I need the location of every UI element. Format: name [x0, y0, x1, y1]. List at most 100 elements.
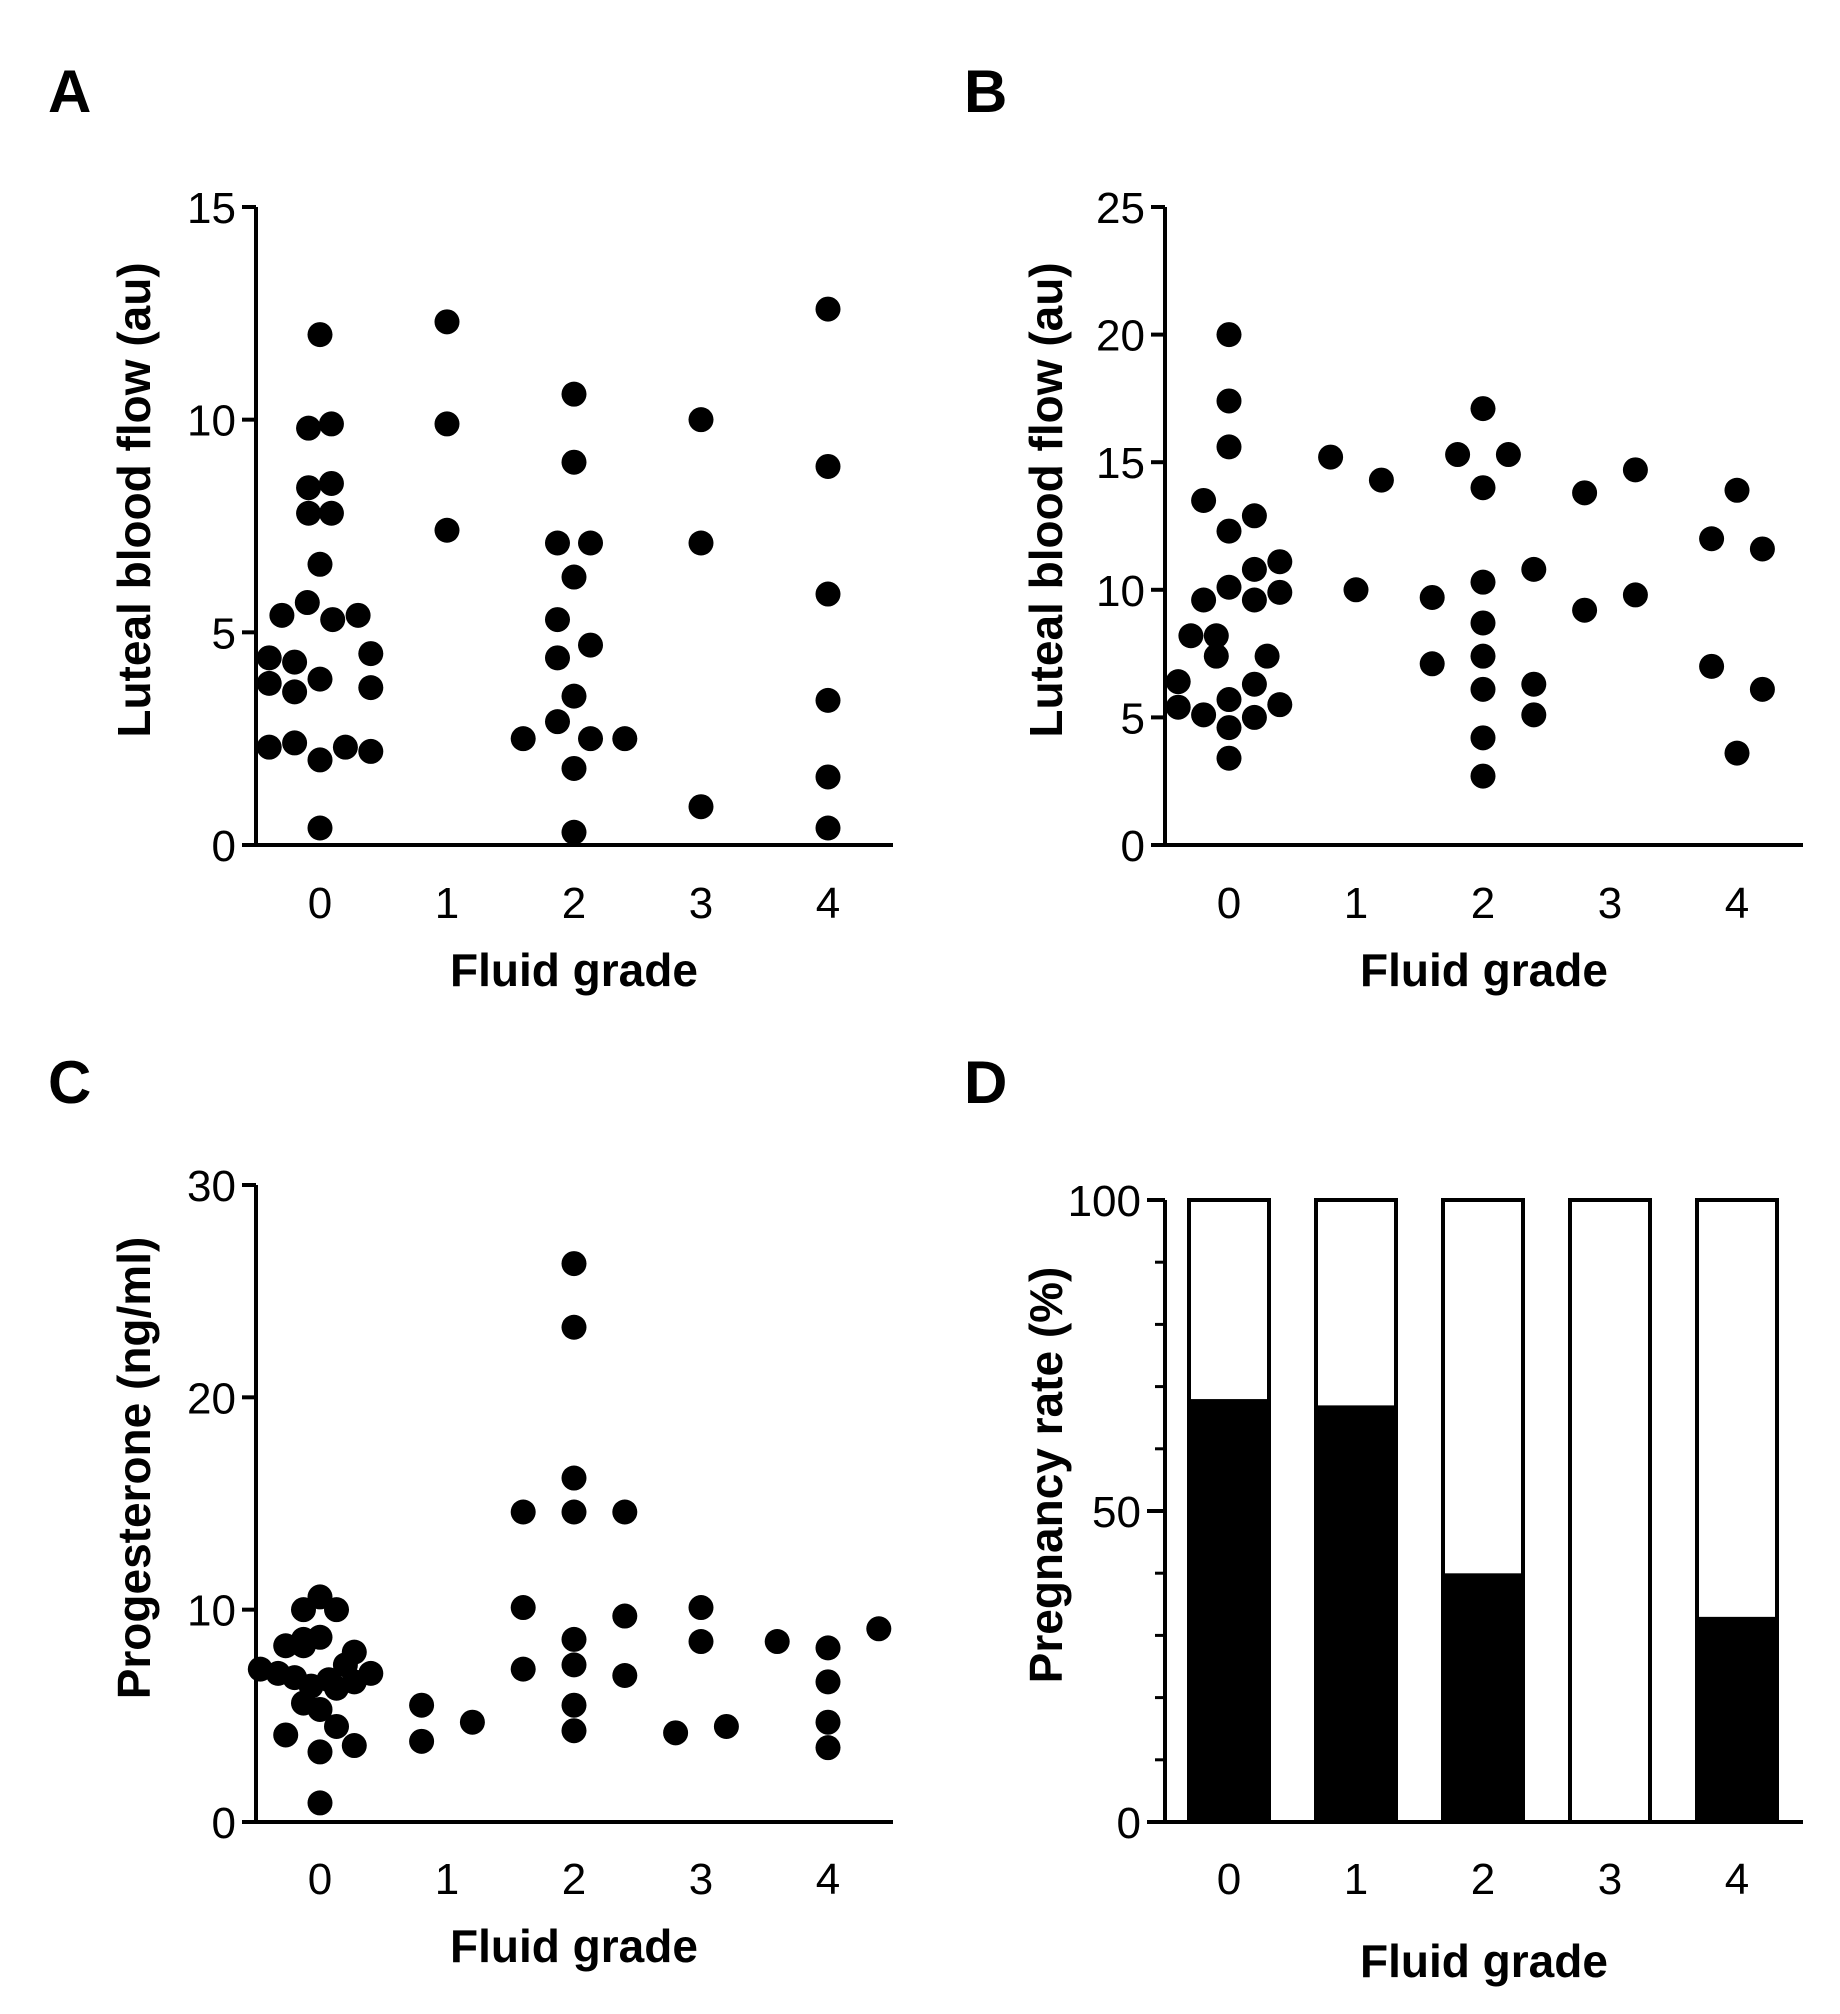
data-point	[1267, 692, 1293, 718]
data-point	[561, 1652, 587, 1678]
data-point	[1203, 623, 1229, 649]
bar-outline	[1568, 1198, 1652, 1824]
data-point	[1419, 584, 1445, 610]
y-tick-label: 25	[1096, 184, 1145, 233]
data-point	[409, 1728, 435, 1754]
data-point	[1267, 549, 1293, 575]
y-axis-label: Luteal blood flow (au)	[1020, 262, 1072, 737]
data-point	[1216, 574, 1242, 600]
data-point	[1470, 643, 1496, 669]
data-point	[1343, 577, 1369, 603]
data-point	[1216, 745, 1242, 771]
data-point	[256, 670, 282, 696]
data-point	[688, 407, 714, 433]
data-point	[1724, 477, 1750, 503]
data-point	[1216, 715, 1242, 741]
data-point	[1470, 676, 1496, 702]
data-point	[713, 1713, 739, 1739]
data-point	[1470, 610, 1496, 636]
data-point	[296, 500, 322, 526]
x-tick-label: 1	[1344, 879, 1368, 928]
data-point	[510, 1656, 536, 1682]
x-tick-label: 0	[308, 1855, 332, 1904]
x-axis-label: Fluid grade	[1360, 944, 1608, 996]
data-point	[1241, 503, 1267, 529]
y-tick-label: 10	[1096, 567, 1145, 616]
data-point	[561, 819, 587, 845]
panel-letter: C	[48, 1049, 91, 1116]
data-point	[815, 1669, 841, 1695]
data-point	[1191, 587, 1217, 613]
data-point	[282, 649, 308, 675]
data-point	[341, 1733, 367, 1759]
data-point	[561, 1251, 587, 1277]
data-point	[307, 551, 333, 577]
panel-c-axes: 0 10 20 30 0 1 2 3 4	[187, 1162, 893, 1904]
data-point	[815, 296, 841, 322]
data-point	[1470, 396, 1496, 422]
data-point	[561, 1718, 587, 1744]
x-tick-label: 2	[1471, 1855, 1495, 1904]
data-point	[544, 645, 570, 671]
data-point	[1267, 579, 1293, 605]
bar-outline	[1314, 1198, 1398, 1824]
data-point	[318, 470, 344, 496]
data-point	[612, 726, 638, 752]
x-tick-label: 3	[689, 879, 713, 928]
data-point	[1191, 487, 1217, 513]
data-point	[688, 794, 714, 820]
data-point	[1318, 444, 1344, 470]
data-point	[578, 726, 604, 752]
data-point	[815, 1735, 841, 1761]
data-point	[1241, 671, 1267, 697]
data-point	[273, 1633, 299, 1659]
data-point	[1572, 480, 1598, 506]
data-point	[561, 564, 587, 590]
data-point	[273, 1722, 299, 1748]
y-tick-label: 10	[187, 1587, 236, 1636]
x-tick-label: 1	[435, 879, 459, 928]
data-point	[1699, 653, 1725, 679]
x-tick-label: 0	[1217, 1855, 1241, 1904]
data-point	[561, 1499, 587, 1525]
x-tick-label: 4	[816, 1855, 840, 1904]
data-point	[1521, 556, 1547, 582]
x-tick-label: 0	[1217, 879, 1241, 928]
data-point	[561, 1314, 587, 1340]
data-point	[815, 1709, 841, 1735]
data-point	[764, 1629, 790, 1655]
data-point	[1216, 388, 1242, 414]
data-point	[612, 1499, 638, 1525]
y-tick-label: 5	[212, 609, 236, 658]
panel-d-bars	[1187, 1198, 1779, 1824]
data-point	[282, 679, 308, 705]
panel-b-points	[1165, 322, 1775, 789]
bar-segment-pregnant	[1443, 1573, 1523, 1822]
y-axis-label: Luteal blood flow (au)	[108, 262, 160, 737]
bar-outline	[1187, 1198, 1271, 1824]
y-tick-label: 30	[187, 1162, 236, 1211]
data-point	[1470, 763, 1496, 789]
data-point	[345, 602, 371, 628]
data-point	[578, 530, 604, 556]
data-point	[318, 411, 344, 437]
data-point	[815, 764, 841, 790]
data-point	[578, 632, 604, 658]
data-point	[307, 747, 333, 773]
x-tick-label: 3	[1598, 879, 1622, 928]
data-point	[1254, 643, 1280, 669]
data-point	[1241, 556, 1267, 582]
x-tick-label: 2	[562, 879, 586, 928]
x-tick-label: 4	[816, 879, 840, 928]
data-point	[1470, 569, 1496, 595]
data-point	[1216, 434, 1242, 460]
data-point	[434, 411, 460, 437]
data-point	[358, 675, 384, 701]
data-point	[318, 500, 344, 526]
data-point	[307, 322, 333, 348]
x-axis-label: Fluid grade	[450, 944, 698, 996]
panel-letter: D	[964, 1049, 1007, 1116]
bar-segment-pregnant	[1189, 1399, 1269, 1822]
data-point	[1241, 587, 1267, 613]
y-tick-label: 0	[1117, 1799, 1141, 1848]
